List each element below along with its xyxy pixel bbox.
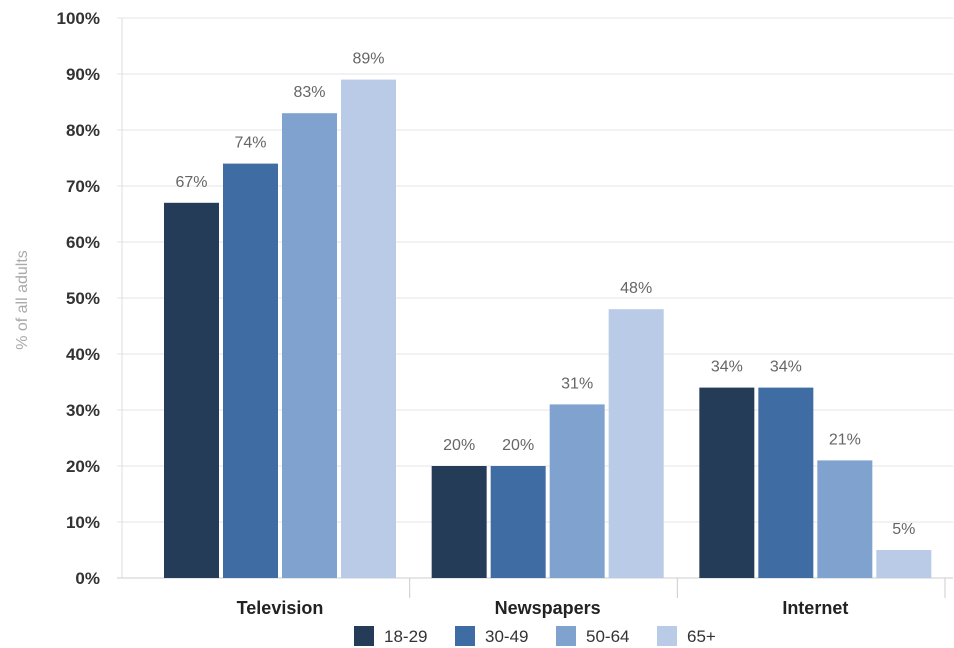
legend-label: 30-49 bbox=[485, 627, 528, 646]
legend-swatch bbox=[556, 626, 576, 646]
data-label: 20% bbox=[443, 437, 475, 454]
bar-30-49-television bbox=[223, 163, 278, 578]
legend: 18-29 30-49 50-64 65+ bbox=[354, 626, 716, 646]
bars bbox=[164, 79, 932, 579]
y-tick-label: 40% bbox=[66, 345, 100, 364]
x-tick-label: Newspapers bbox=[495, 598, 601, 618]
y-axis-ticks: 0% 10% 20% 30% 40% 50% 60% 70% 80% 90% 100% bbox=[57, 9, 100, 588]
y-tick-label: 20% bbox=[66, 457, 100, 476]
x-axis: Television Newspapers Internet bbox=[237, 578, 946, 618]
bar-30-49-newspapers bbox=[490, 466, 546, 578]
legend-swatch bbox=[354, 626, 374, 646]
y-tick-label: 0% bbox=[75, 569, 100, 588]
x-tick-label: Television bbox=[237, 598, 324, 618]
data-label: 34% bbox=[711, 359, 743, 376]
data-label: 48% bbox=[620, 280, 652, 297]
legend-label: 18-29 bbox=[384, 627, 427, 646]
y-tick-label: 10% bbox=[66, 513, 100, 532]
data-label: 83% bbox=[293, 84, 325, 101]
data-label: 21% bbox=[829, 431, 861, 448]
y-axis-label: % of all adults bbox=[14, 250, 31, 350]
y-tick-label: 60% bbox=[66, 233, 100, 252]
y-tick-label: 50% bbox=[66, 289, 100, 308]
bar-65+-television bbox=[341, 79, 396, 578]
bar-65+-internet bbox=[876, 550, 932, 578]
legend-label: 50-64 bbox=[586, 627, 629, 646]
bar-50-64-internet bbox=[817, 460, 873, 578]
y-tick-label: 70% bbox=[66, 177, 100, 196]
legend-label: 65+ bbox=[687, 627, 716, 646]
legend-swatch bbox=[657, 626, 677, 646]
y-tick-label: 90% bbox=[66, 65, 100, 84]
bar-50-64-television bbox=[282, 113, 337, 578]
bar-18-29-television bbox=[164, 202, 219, 579]
legend-swatch bbox=[455, 626, 475, 646]
y-tick-label: 80% bbox=[66, 121, 100, 140]
y-tick-label: 30% bbox=[66, 401, 100, 420]
data-label: 5% bbox=[892, 521, 915, 538]
data-label: 31% bbox=[561, 375, 593, 392]
x-tick-label: Internet bbox=[782, 598, 848, 618]
data-label: 74% bbox=[234, 135, 266, 152]
data-label: 67% bbox=[175, 174, 207, 191]
data-label: 34% bbox=[770, 359, 802, 376]
bar-50-64-newspapers bbox=[549, 404, 605, 578]
bar-18-29-newspapers bbox=[431, 466, 487, 578]
bar-65+-newspapers bbox=[608, 309, 664, 578]
bar-18-29-internet bbox=[699, 387, 755, 578]
data-label: 20% bbox=[502, 437, 534, 454]
data-label: 89% bbox=[352, 51, 384, 68]
y-tick-label: 100% bbox=[57, 9, 100, 28]
data-labels: 67% 74% 83% 89% 20% 20% 31% 48% 34% 34% 21% 5% bbox=[175, 51, 915, 538]
bar-30-49-internet bbox=[758, 387, 814, 578]
